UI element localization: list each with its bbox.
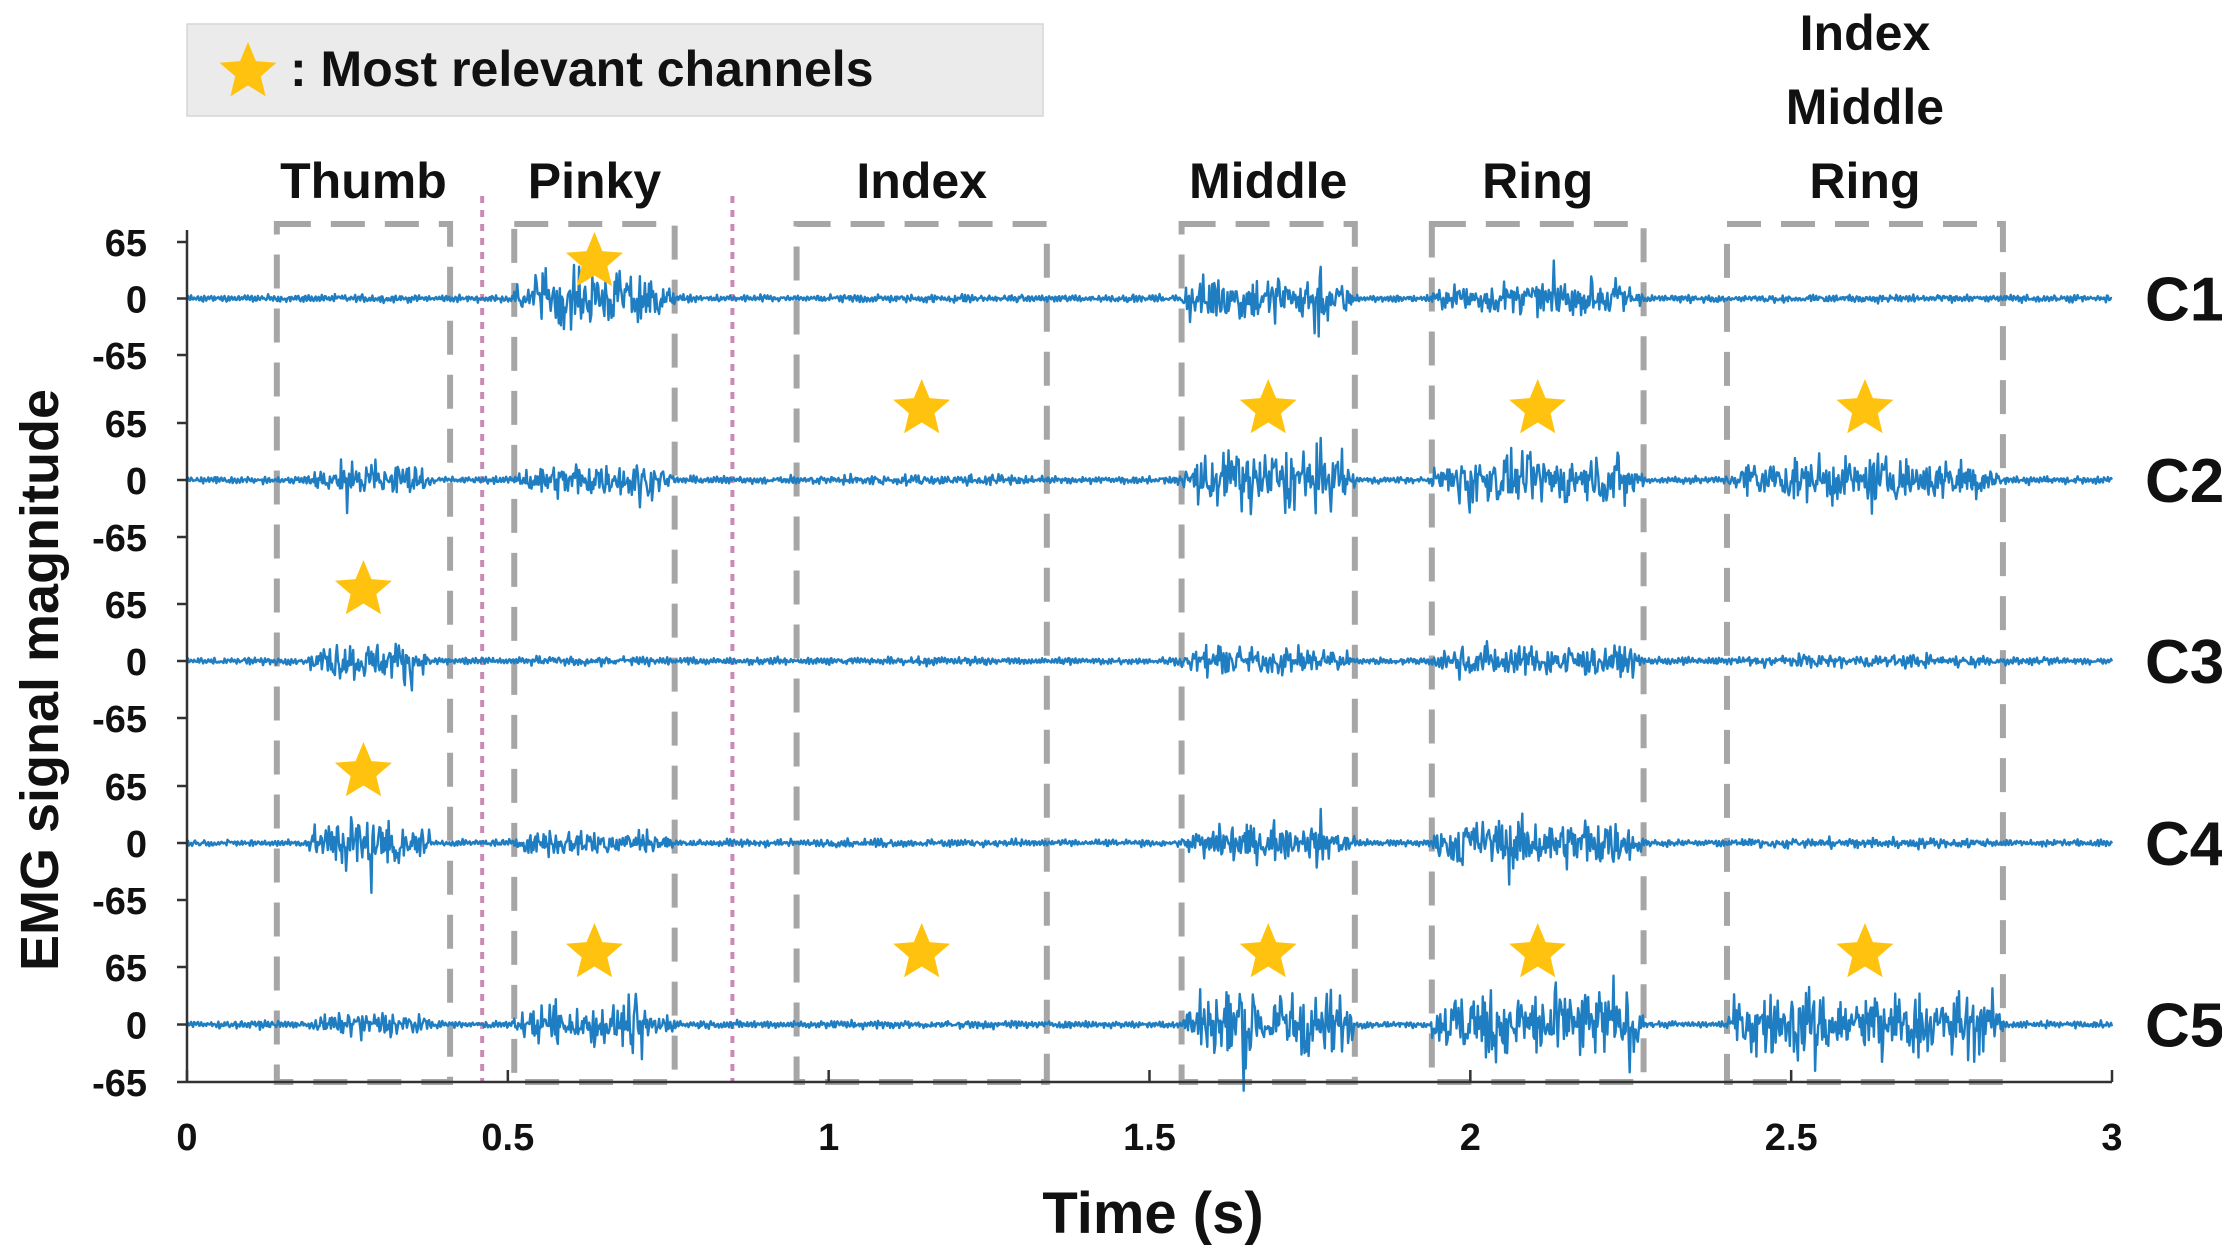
segment-box <box>273 221 454 1085</box>
signal-trace-c3 <box>186 640 2114 692</box>
y-tick-label: 65 <box>105 948 147 990</box>
signal-trace-c2 <box>185 436 2114 516</box>
signal-trace-c1 <box>186 259 2113 338</box>
x-axis: 0 0.5 1 1.5 2 2.5 3 <box>176 1070 2123 1159</box>
x-tick-label: 2.5 <box>1765 1117 1818 1159</box>
channel-label-c4: C4 <box>2145 810 2222 879</box>
y-axis-label: EMG signal magnitude <box>10 389 70 971</box>
y-tick-label: 0 <box>126 1006 147 1048</box>
relevance-star-icon <box>1509 923 1567 978</box>
y-tick-label: -65 <box>92 336 147 378</box>
y-tick-label: -65 <box>92 1063 147 1105</box>
legend: : Most relevant channels <box>186 23 1044 117</box>
x-tick-label: 1.5 <box>1123 1117 1176 1159</box>
y-tick-label: 0 <box>126 280 147 322</box>
segment-label: Index <box>856 153 987 209</box>
segment-label: Index Middle Ring <box>1786 5 1944 209</box>
relevance-star-icon <box>565 232 623 287</box>
channel-label-c2: C2 <box>2145 447 2222 516</box>
x-axis-label: Time (s) <box>1042 1181 1263 1246</box>
legend-star-icon <box>219 42 277 97</box>
signal-trace-c4 <box>185 807 2114 894</box>
relevance-star-icon <box>334 560 392 615</box>
relevance-star-icon <box>1509 379 1567 434</box>
y-tick-label: 0 <box>126 642 147 684</box>
y-tick-label: 65 <box>105 585 147 627</box>
legend-box <box>186 23 1044 117</box>
relevance-star-icon <box>1836 379 1894 434</box>
x-tick-label: 2 <box>1460 1117 1481 1159</box>
segment-boxes <box>273 221 2006 1085</box>
segment-label: Ring <box>1482 153 1593 209</box>
segment-label: Thumb <box>280 153 447 209</box>
x-tick-label: 0 <box>176 1117 197 1159</box>
channel-label-c1: C1 <box>2145 266 2222 335</box>
relevance-star-icon <box>565 923 623 978</box>
y-tick-label: 0 <box>126 824 147 866</box>
relevance-star-icon <box>893 379 951 434</box>
legend-label: : Most relevant channels <box>290 41 874 97</box>
y-tick-label: -65 <box>92 881 147 923</box>
y-tick-label: -65 <box>92 518 147 560</box>
relevance-star-icon <box>1836 923 1894 978</box>
x-tick-label: 3 <box>2101 1117 2122 1159</box>
channel-label-c3: C3 <box>2145 628 2222 697</box>
relevance-stars <box>334 232 1894 978</box>
y-tick-label: 65 <box>105 223 147 265</box>
signal-traces <box>185 259 2114 1092</box>
segment-box <box>1178 221 1358 1085</box>
signal-trace-c5 <box>185 974 2114 1092</box>
relevance-star-icon <box>893 923 951 978</box>
x-tick-label: 0.5 <box>481 1117 534 1159</box>
relevance-star-icon <box>1239 923 1297 978</box>
channel-label-c5: C5 <box>2145 992 2222 1061</box>
channel-labels: C1 C2 C3 C4 C5 <box>2145 266 2222 1061</box>
y-axis: 65 0 -65 65 0 -65 65 0 -65 65 0 -65 65 0 -65 <box>92 223 189 1105</box>
segment-label: Middle <box>1189 153 1347 209</box>
y-tick-label: 0 <box>126 461 147 503</box>
y-tick-label: 65 <box>105 767 147 809</box>
y-tick-label: -65 <box>92 699 147 741</box>
segment-box <box>793 221 1050 1085</box>
relevance-star-icon <box>334 742 392 797</box>
y-tick-label: 65 <box>105 404 147 446</box>
relevance-star-icon <box>1239 379 1297 434</box>
segment-label: Pinky <box>528 153 662 209</box>
x-tick-label: 1 <box>818 1117 839 1159</box>
